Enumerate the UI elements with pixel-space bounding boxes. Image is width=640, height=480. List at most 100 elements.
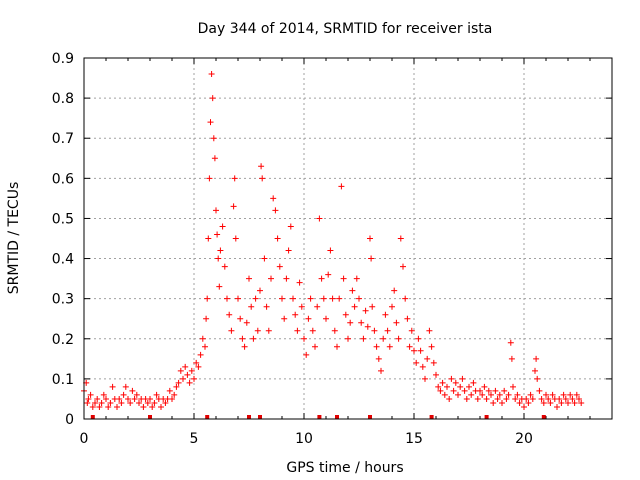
- data-point: [461, 387, 468, 394]
- data-point: [268, 275, 274, 282]
- data-point: [459, 375, 466, 382]
- data-point: [191, 375, 197, 382]
- data-point: [216, 283, 223, 290]
- data-point: [239, 335, 246, 342]
- data-point: [188, 367, 195, 374]
- data-point: [226, 311, 233, 318]
- data-point: [430, 359, 437, 366]
- data-point: [180, 375, 186, 382]
- data-point: [358, 319, 365, 326]
- y-tick-label: 0.5: [52, 211, 74, 227]
- data-point: [263, 303, 270, 310]
- data-point: [258, 163, 265, 170]
- data-point: [204, 295, 211, 302]
- data-point: [468, 391, 475, 398]
- bottom-marker: [148, 415, 152, 419]
- data-point: [120, 391, 127, 398]
- data-point: [371, 327, 378, 334]
- data-point: [316, 215, 323, 222]
- data-point: [578, 399, 585, 406]
- data-point: [525, 399, 532, 406]
- data-point: [281, 315, 288, 322]
- data-point: [529, 395, 536, 402]
- data-point: [272, 207, 279, 214]
- data-point: [327, 247, 334, 254]
- data-point: [554, 403, 560, 410]
- data-point: [362, 307, 369, 314]
- data-point: [287, 223, 294, 230]
- data-point: [87, 391, 94, 398]
- data-point: [250, 335, 257, 342]
- data-point: [499, 399, 505, 406]
- data-point: [435, 383, 442, 390]
- data-point: [122, 383, 129, 390]
- grid-layer: [84, 58, 612, 419]
- data-point: [540, 399, 547, 406]
- data-point: [94, 395, 101, 402]
- data-point: [347, 319, 354, 326]
- data-point: [261, 255, 268, 262]
- data-point: [523, 395, 530, 402]
- data-point: [301, 335, 307, 342]
- data-point: [558, 399, 565, 406]
- data-point: [206, 175, 213, 182]
- data-point: [257, 287, 263, 294]
- data-point: [211, 155, 218, 162]
- y-tick-label: 0.8: [52, 91, 74, 107]
- bottom-marker: [317, 415, 322, 419]
- data-point: [292, 311, 299, 318]
- data-point: [214, 231, 221, 238]
- data-point: [444, 383, 450, 390]
- data-point: [413, 359, 420, 366]
- data-point: [98, 399, 105, 406]
- data-point: [246, 275, 252, 282]
- data-point: [510, 383, 516, 390]
- data-point: [562, 395, 569, 402]
- bottom-marker: [368, 415, 372, 419]
- data-point: [103, 395, 109, 402]
- data-point: [375, 355, 382, 362]
- data-point: [205, 235, 212, 242]
- data-point: [415, 335, 422, 342]
- data-point: [527, 391, 534, 398]
- data-point: [538, 395, 545, 402]
- data-point: [175, 379, 182, 386]
- data-point: [373, 343, 380, 350]
- y-tick-label: 0.4: [52, 252, 74, 268]
- data-point: [368, 255, 375, 262]
- data-point: [285, 247, 292, 254]
- data-point: [274, 235, 281, 242]
- y-tick-label: 0.6: [52, 171, 74, 187]
- data-point: [303, 351, 310, 358]
- data-point: [177, 367, 184, 374]
- data-point: [428, 343, 435, 350]
- x-axis-label: GPS time / hours: [286, 460, 403, 476]
- data-point: [503, 395, 510, 402]
- data-point: [488, 391, 494, 398]
- x-tick-label: 10: [295, 431, 313, 447]
- data-point: [252, 295, 259, 302]
- data-point: [231, 175, 238, 182]
- data-point: [131, 395, 138, 402]
- data-point: [536, 387, 543, 394]
- data-point: [298, 303, 305, 310]
- data-point: [338, 183, 345, 190]
- data-point: [364, 323, 371, 330]
- bottom-marker: [90, 415, 95, 419]
- data-point: [382, 311, 389, 318]
- data-point: [342, 311, 349, 318]
- data-point: [573, 391, 580, 398]
- x-tick-label: 5: [190, 431, 199, 447]
- data-point: [140, 403, 147, 410]
- data-point: [84, 399, 91, 406]
- bottom-marker: [258, 415, 262, 419]
- data-point: [404, 315, 411, 322]
- data-point: [380, 335, 387, 342]
- y-tick-label: 0.2: [52, 332, 74, 348]
- data-point: [534, 375, 541, 382]
- data-point: [265, 327, 272, 334]
- data-point: [116, 395, 123, 402]
- data-point: [565, 399, 571, 406]
- data-point: [107, 399, 114, 406]
- data-point: [309, 327, 316, 334]
